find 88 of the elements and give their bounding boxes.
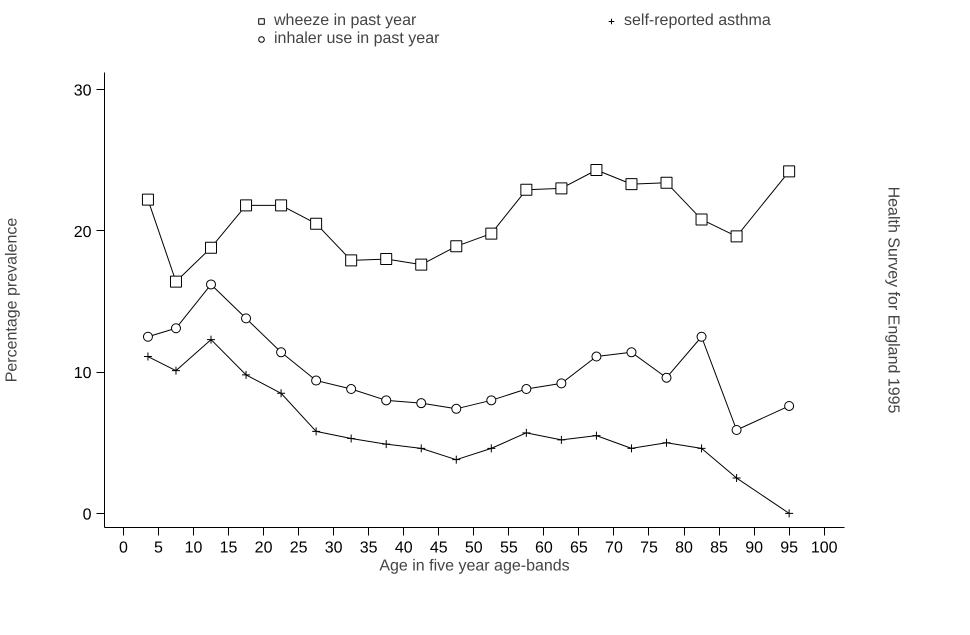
x-tick-label: 40 bbox=[394, 540, 413, 556]
x-tick-label: 90 bbox=[745, 540, 764, 556]
point bbox=[784, 400, 794, 411]
point bbox=[522, 428, 531, 438]
point bbox=[206, 279, 216, 290]
x-tick-label: 35 bbox=[360, 540, 378, 556]
x-tick-label: 45 bbox=[430, 540, 448, 556]
point bbox=[521, 384, 532, 394]
point bbox=[382, 440, 391, 449]
x-tick-label: 60 bbox=[534, 540, 553, 556]
point bbox=[592, 431, 601, 440]
point bbox=[142, 332, 153, 342]
y-tick-label: 20 bbox=[74, 224, 92, 241]
point bbox=[242, 370, 251, 380]
x-tick-label: 20 bbox=[254, 540, 273, 556]
point bbox=[660, 176, 673, 189]
x-tick-label: 55 bbox=[500, 540, 518, 556]
legend-label: inhaler use in past year bbox=[274, 30, 440, 48]
point bbox=[662, 372, 672, 383]
x-tick-label: 75 bbox=[640, 540, 658, 556]
point bbox=[346, 384, 356, 394]
point bbox=[346, 434, 356, 443]
x-tick-label: 65 bbox=[570, 540, 588, 556]
point bbox=[451, 404, 462, 414]
point bbox=[626, 347, 636, 358]
point bbox=[556, 435, 566, 444]
point bbox=[206, 335, 216, 344]
x-tick-label: 15 bbox=[220, 540, 238, 556]
point bbox=[626, 444, 636, 453]
x-tick-label: 95 bbox=[780, 540, 798, 556]
point bbox=[783, 165, 796, 178]
point bbox=[143, 352, 152, 362]
point bbox=[345, 254, 358, 266]
x-tick-label: 80 bbox=[675, 540, 694, 556]
y-tick-label: 10 bbox=[74, 365, 92, 382]
point bbox=[416, 444, 426, 453]
x-tick-label: 10 bbox=[184, 540, 202, 556]
x-tick-label: 50 bbox=[464, 540, 483, 556]
x-tick-label: 5 bbox=[154, 540, 164, 556]
point bbox=[486, 444, 496, 453]
point bbox=[205, 242, 218, 254]
x-tick-label: 30 bbox=[324, 540, 343, 556]
x-tick-label: 0 bbox=[118, 540, 128, 556]
point bbox=[784, 508, 794, 518]
point bbox=[591, 352, 602, 362]
x-tick-label: 70 bbox=[605, 540, 623, 556]
point bbox=[276, 347, 286, 358]
point bbox=[520, 184, 532, 196]
legend-label: wheeze in past year bbox=[274, 12, 418, 30]
point bbox=[556, 378, 566, 388]
point bbox=[662, 438, 672, 448]
point bbox=[625, 178, 638, 190]
point bbox=[452, 455, 461, 464]
point bbox=[730, 230, 743, 242]
point bbox=[142, 194, 154, 206]
point bbox=[275, 199, 288, 212]
point bbox=[732, 425, 742, 435]
point bbox=[381, 395, 392, 406]
point bbox=[312, 426, 321, 436]
point bbox=[276, 388, 286, 398]
y-tick-label: 0 bbox=[82, 506, 92, 524]
point bbox=[310, 218, 322, 230]
x-tick-label: 25 bbox=[290, 540, 308, 556]
point bbox=[240, 199, 252, 212]
point bbox=[555, 182, 568, 194]
point bbox=[170, 323, 181, 334]
point bbox=[170, 276, 182, 288]
point bbox=[380, 253, 392, 266]
point bbox=[485, 228, 498, 240]
y-tick-label: 30 bbox=[74, 82, 92, 100]
point bbox=[697, 444, 706, 453]
legend-label: self-reported asthma bbox=[624, 12, 772, 30]
point bbox=[416, 398, 426, 408]
x-tick-label: 85 bbox=[710, 540, 728, 556]
point bbox=[311, 376, 322, 386]
x-axis-title: Age in five year age-bands bbox=[379, 558, 570, 574]
point bbox=[590, 164, 602, 176]
text: Health Survey for England 1995 bbox=[884, 186, 902, 414]
point bbox=[415, 258, 428, 271]
point bbox=[486, 395, 496, 406]
y-axis-title: Percentage prevalence bbox=[4, 218, 21, 382]
point bbox=[696, 332, 707, 342]
point bbox=[696, 213, 708, 226]
point bbox=[732, 474, 742, 483]
x-tick-label: 100 bbox=[810, 540, 838, 556]
point bbox=[171, 366, 180, 376]
point bbox=[450, 240, 462, 252]
point bbox=[241, 313, 252, 324]
